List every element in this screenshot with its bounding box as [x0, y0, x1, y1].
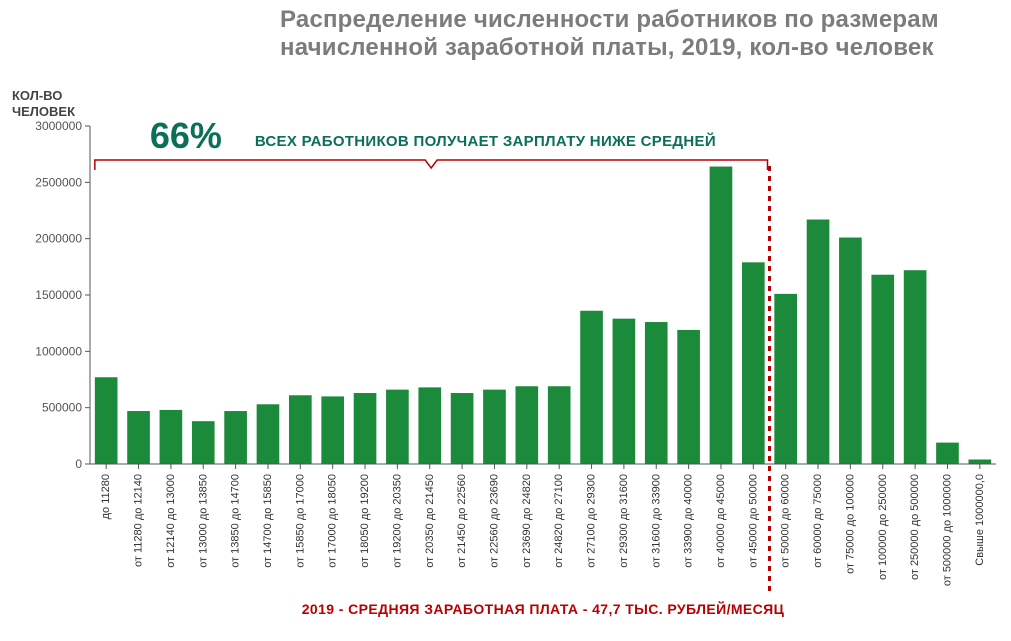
svg-text:2500000: 2500000	[35, 175, 82, 189]
svg-text:500000: 500000	[42, 401, 82, 415]
svg-text:от 21450 до 22560: от 21450 до 22560	[456, 474, 468, 568]
svg-text:3000000: 3000000	[35, 119, 82, 133]
svg-text:1000000: 1000000	[35, 344, 82, 358]
svg-text:от 24820 до 27100: от 24820 до 27100	[553, 474, 565, 568]
svg-text:от 50000 до 60000: от 50000 до 60000	[780, 474, 792, 568]
svg-text:от 12140 до 13000: от 12140 до 13000	[165, 474, 177, 568]
chart-container: Распределение численности работников по …	[0, 0, 1011, 636]
svg-text:от 60000 до 75000: от 60000 до 75000	[812, 474, 824, 568]
svg-text:от 13000 до 13850: от 13000 до 13850	[197, 474, 209, 568]
svg-text:от 15850 до 17000: от 15850 до 17000	[294, 474, 306, 568]
chart-title: Распределение численности работников по …	[280, 6, 1001, 63]
svg-text:от 40000 до 45000: от 40000 до 45000	[715, 474, 727, 568]
svg-text:66%: 66%	[150, 115, 222, 156]
svg-text:от 33900 до 40000: от 33900 до 40000	[683, 474, 695, 568]
svg-text:от 23690 до 24820: от 23690 до 24820	[521, 474, 533, 568]
svg-text:от 100000 до 250000: от 100000 до 250000	[877, 474, 889, 580]
svg-text:Свыше 1000000,0: Свыше 1000000,0	[974, 474, 986, 566]
svg-text:от 13850 до 14700: от 13850 до 14700	[230, 474, 242, 568]
svg-text:от 250000 до 500000: от 250000 до 500000	[909, 474, 921, 580]
svg-text:от 45000 до 50000: от 45000 до 50000	[747, 474, 759, 568]
svg-text:от 22560 до 23690: от 22560 до 23690	[488, 474, 500, 568]
svg-text:от 18050 до 19200: от 18050 до 19200	[359, 474, 371, 568]
svg-text:1500000: 1500000	[35, 288, 82, 302]
svg-text:2019 - СРЕДНЯЯ ЗАРАБОТНАЯ ПЛАТ: 2019 - СРЕДНЯЯ ЗАРАБОТНАЯ ПЛАТА - 47,7 Т…	[302, 600, 785, 617]
svg-text:от 31600 до 33900: от 31600 до 33900	[650, 474, 662, 568]
svg-text:ВСЕХ РАБОТНИКОВ ПОЛУЧАЕТ ЗАРПЛ: ВСЕХ РАБОТНИКОВ ПОЛУЧАЕТ ЗАРПЛАТУ НИЖЕ С…	[255, 132, 716, 150]
svg-text:от 27100 до 29300: от 27100 до 29300	[586, 474, 598, 568]
svg-text:2000000: 2000000	[35, 232, 82, 246]
svg-text:от 11280 до 12140: от 11280 до 12140	[133, 474, 145, 567]
chart-svg: 0 500000 1000000 1500000 2000000 2500000 30000…	[0, 60, 1011, 636]
svg-text:до 11280: до 11280	[100, 474, 112, 519]
svg-text:от 19200 до 20350: от 19200 до 20350	[391, 474, 403, 568]
svg-text:от 17000 до 18050: от 17000 до 18050	[327, 474, 339, 568]
svg-text:от 75000 до 100000: от 75000 до 100000	[844, 474, 856, 574]
svg-text:от 20350 до 21450: от 20350 до 21450	[424, 474, 436, 568]
svg-text:0: 0	[75, 457, 82, 471]
svg-text:от 14700 до 15850: от 14700 до 15850	[262, 474, 274, 568]
svg-text:от 500000 до 1000000: от 500000 до 1000000	[941, 474, 953, 586]
chart-svg-holder: 0 500000 1000000 1500000 2000000 2500000 30000…	[0, 60, 1011, 636]
svg-text:от 29300 до 31600: от 29300 до 31600	[618, 474, 630, 568]
